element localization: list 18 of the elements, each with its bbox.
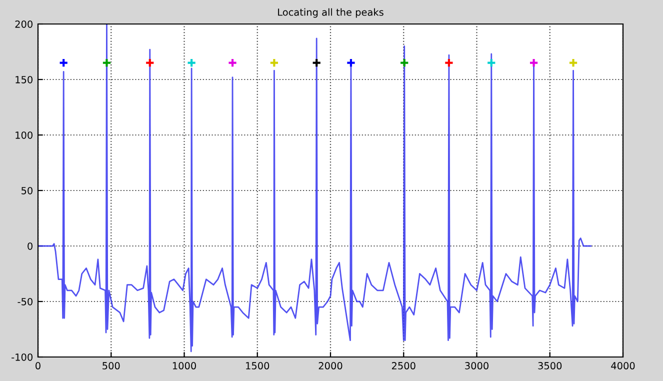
chart-title: Locating all the peaks (278, 8, 384, 18)
y-tick-label: 100 (16, 131, 32, 139)
y-tick-label: 150 (16, 76, 32, 84)
line-series (38, 24, 592, 352)
x-tick-label: 4000 (611, 362, 635, 370)
x-tick-label: 2000 (318, 362, 342, 370)
y-tick-label: 200 (15, 20, 32, 28)
x-tick-label: 2500 (392, 362, 416, 370)
x-tick-label: 1000 (172, 362, 196, 370)
y-tick-label: 0 (28, 242, 32, 250)
y-tick-label: 50 (22, 186, 32, 194)
x-tick-label: 0 (36, 362, 40, 370)
x-tick-label: 500 (102, 362, 120, 370)
y-tick-label: -100 (12, 353, 32, 361)
x-tick-label: 3000 (465, 362, 488, 370)
x-tick-label: 3500 (538, 362, 562, 370)
x-tick-label: 1500 (246, 362, 270, 370)
y-tick-label: -50 (18, 298, 32, 306)
